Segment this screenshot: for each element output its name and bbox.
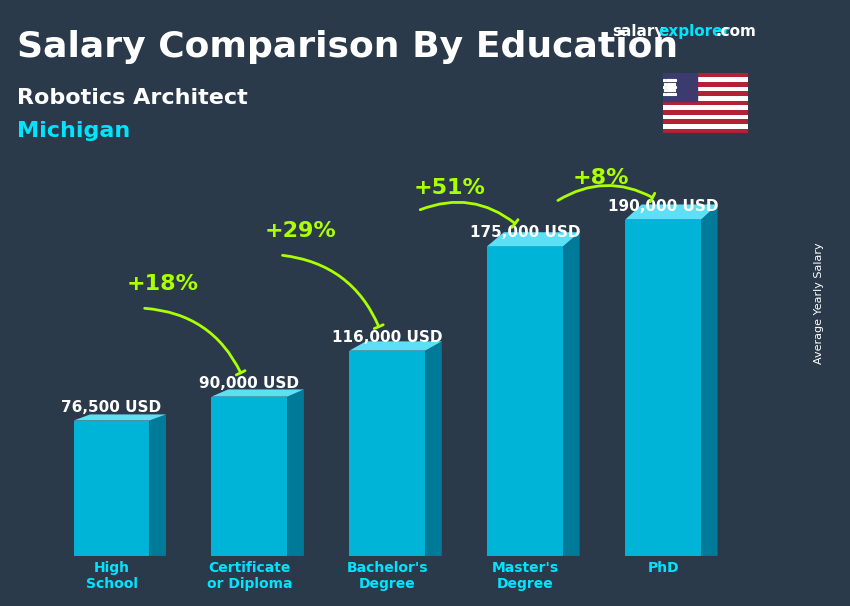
Bar: [663, 87, 748, 92]
Text: 90,000 USD: 90,000 USD: [200, 376, 299, 391]
Text: +29%: +29%: [264, 221, 337, 241]
Polygon shape: [287, 390, 304, 556]
Bar: [663, 92, 748, 96]
Bar: [663, 115, 748, 119]
Polygon shape: [626, 204, 717, 219]
Bar: [663, 73, 748, 78]
Bar: [663, 96, 748, 101]
Text: explorer: explorer: [659, 24, 731, 39]
Bar: [663, 110, 748, 115]
Text: +18%: +18%: [127, 274, 199, 294]
Polygon shape: [564, 232, 580, 556]
Bar: [663, 82, 748, 87]
Text: 76,500 USD: 76,500 USD: [61, 400, 162, 415]
Polygon shape: [425, 341, 442, 556]
Polygon shape: [74, 415, 166, 421]
Text: Salary Comparison By Education: Salary Comparison By Education: [17, 30, 678, 64]
Bar: [663, 101, 748, 105]
Polygon shape: [74, 421, 150, 556]
Text: Robotics Architect: Robotics Architect: [17, 88, 247, 108]
Text: +51%: +51%: [413, 178, 485, 198]
Text: .com: .com: [716, 24, 756, 39]
Polygon shape: [212, 396, 287, 556]
Polygon shape: [150, 415, 166, 556]
Text: 190,000 USD: 190,000 USD: [608, 199, 718, 214]
Text: Michigan: Michigan: [17, 121, 130, 141]
Text: 116,000 USD: 116,000 USD: [332, 330, 443, 345]
Polygon shape: [349, 351, 425, 556]
Bar: [663, 119, 748, 124]
Polygon shape: [663, 73, 697, 101]
Polygon shape: [487, 232, 580, 246]
Bar: [663, 128, 748, 133]
Polygon shape: [701, 204, 717, 556]
Text: Average Yearly Salary: Average Yearly Salary: [814, 242, 824, 364]
Polygon shape: [212, 390, 304, 396]
Bar: [663, 78, 748, 82]
Bar: [663, 105, 748, 110]
Polygon shape: [349, 341, 442, 351]
Bar: [663, 124, 748, 128]
Text: 175,000 USD: 175,000 USD: [470, 225, 581, 241]
Text: salary: salary: [612, 24, 665, 39]
Text: +8%: +8%: [573, 168, 629, 188]
Polygon shape: [626, 219, 701, 556]
Polygon shape: [487, 246, 564, 556]
